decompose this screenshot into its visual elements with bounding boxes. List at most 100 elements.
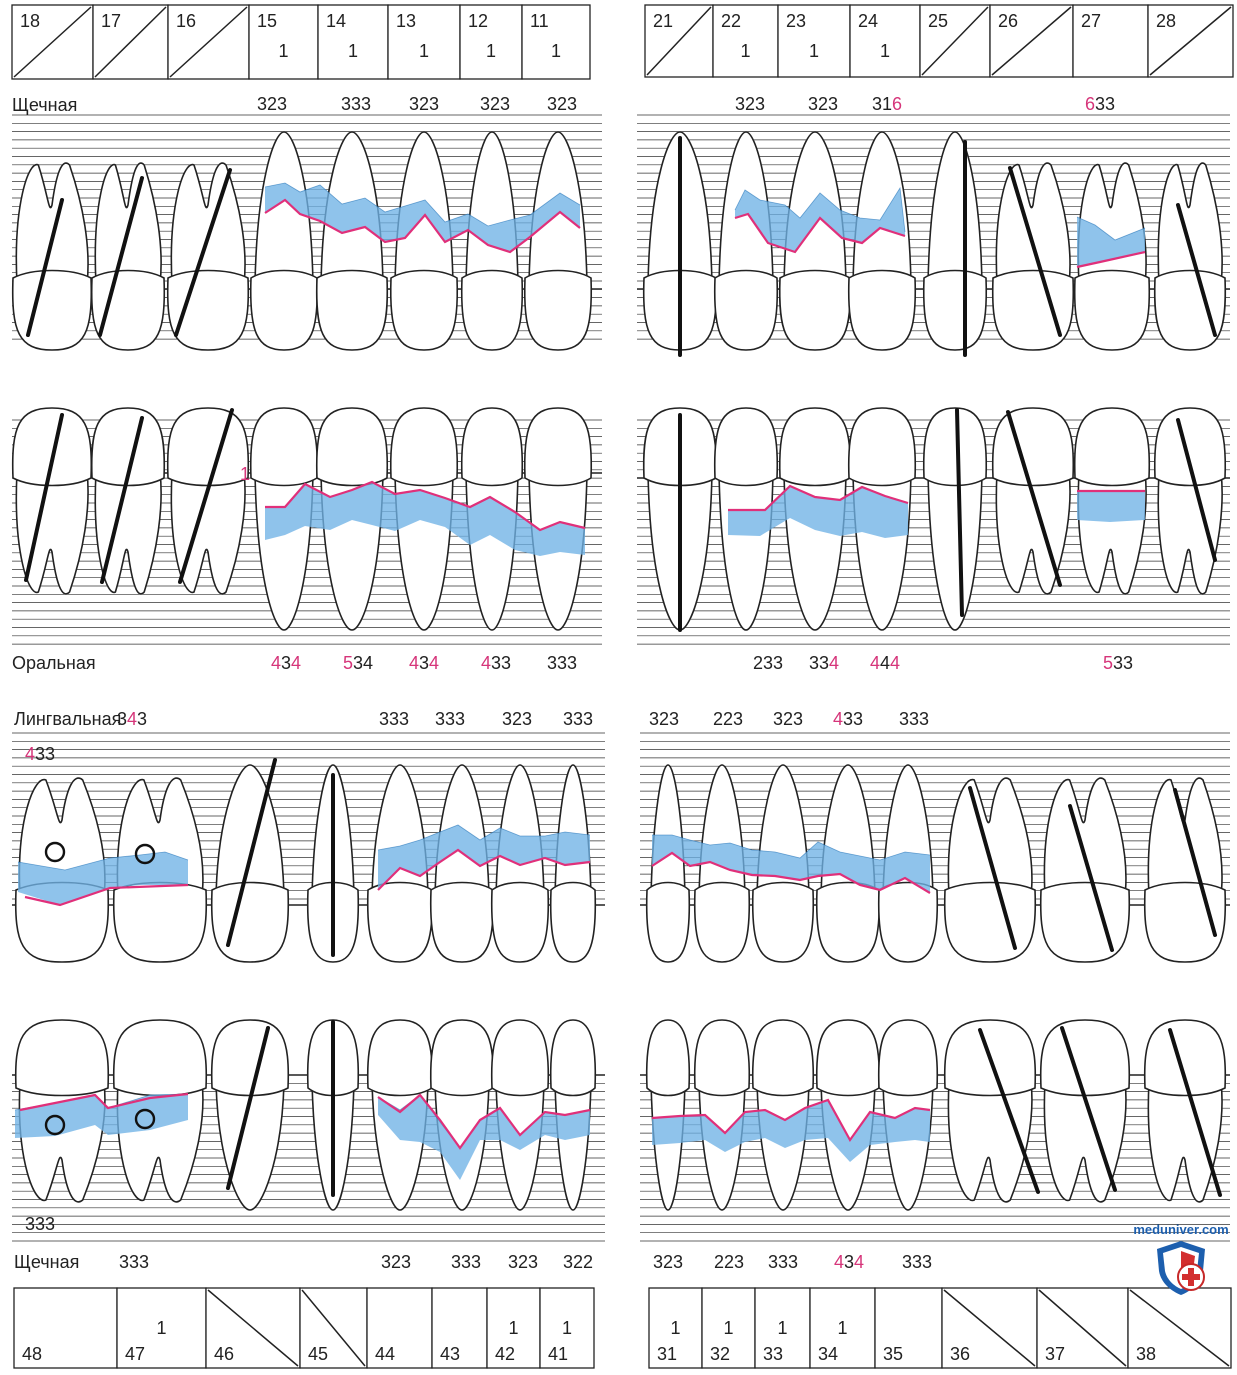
probing-depth: 333 [563,709,593,729]
zone-lb-front [378,1095,590,1180]
probing-depth-extra: 1 [240,464,250,484]
tooth-crown [523,407,593,487]
tooth-root [947,777,1033,897]
missing-tooth-line [1168,1028,1222,1197]
zone-ll-front [378,825,590,890]
depth-digit: 2 [512,709,522,729]
tooth-crown [549,1019,597,1097]
probing-depth: 343 [117,709,147,729]
probing-depth: 333 [435,709,465,729]
mobility-value: 1 [508,1318,518,1338]
tooth-box-43: 43 [431,1287,488,1369]
tooth-box-frame [648,1287,703,1369]
tooth-number: 38 [1136,1344,1156,1364]
tooth [1039,777,1131,963]
tooth-box-23: 231 [777,4,851,78]
depth-digit: 4 [291,653,301,673]
tooth-crown [210,1019,290,1097]
depth-digit: 4 [363,653,373,673]
probing-depth: 323 [480,94,510,114]
label-lingual: Лингвальная [14,709,121,729]
tooth-box-frame [13,1287,118,1369]
tooth-crown [90,269,166,351]
depth-digit: 2 [724,1252,734,1272]
tooth-crown [389,407,459,487]
zone-27-buccal [1077,217,1145,267]
depth-digit: 2 [818,94,828,114]
depth-digit: 3 [522,709,532,729]
missing-tooth-line [955,408,964,617]
tooth-number: 35 [883,1344,903,1364]
depth-digit: 3 [1113,653,1123,673]
tooth-crown [1039,881,1131,963]
depth-digit: 3 [912,1252,922,1272]
tooth-crown [490,1019,550,1097]
probing-depth: 322 [563,1252,593,1272]
tooth-crown [460,407,524,487]
zone-ll-molars [18,852,188,905]
depth-digit: 5 [1103,653,1113,673]
tooth [1153,162,1227,351]
depth-digit: 3 [563,1252,573,1272]
depth-digit: 3 [445,709,455,729]
depth-digit: 3 [819,653,829,673]
probing-depth: 323 [653,1252,683,1272]
tooth-root [215,1081,285,1211]
missing-diagonal [94,6,167,78]
missing-diagonal [921,6,989,76]
depth-digit: 3 [788,1252,798,1272]
missing-diagonal [943,1289,1036,1367]
tooth-box-32: 321 [701,1287,756,1369]
depth-digit: 3 [461,1252,471,1272]
tooth-crown [366,881,434,963]
tooth [1143,1019,1227,1203]
mobility-value: 1 [777,1318,787,1338]
tooth-number: 15 [257,11,277,31]
tooth-crown [1039,1019,1131,1097]
zone-lr [652,835,930,893]
tooth-root [1157,162,1223,285]
depth-digit: 3 [563,709,573,729]
depth-digit: 3 [389,709,399,729]
tooth [847,131,917,351]
tooth-crown [366,1019,434,1097]
tooth-crown [549,881,597,963]
tooth-root [215,764,285,897]
depth-digit: 2 [583,1252,593,1272]
tooth-box-24: 241 [849,4,921,78]
depth-digit: 4 [870,653,880,673]
tooth-box-14: 141 [317,4,389,80]
depth-digit: 3 [547,653,557,673]
tooth-number: 32 [710,1344,730,1364]
tooth-root [1147,777,1223,897]
gum-ub-left [264,198,581,254]
probing-depth-extra: 333 [25,1214,55,1234]
tooth-crown [429,881,495,963]
tooth-number: 26 [998,11,1018,31]
tooth [90,407,166,595]
probing-depth: 434 [409,653,439,673]
tooth-number: 45 [308,1344,328,1364]
tooth-root [927,471,983,631]
probing-depth: 223 [713,709,743,729]
depth-digit: 3 [353,653,363,673]
probing-depth: 433 [833,709,863,729]
probing-depth: 434 [271,653,301,673]
zone-27-buccal-bone-line [1076,216,1146,241]
tooth-number: 22 [721,11,741,31]
depth-digit: 3 [501,653,511,673]
tooth-box-47: 47 1 [116,1287,207,1369]
depth-digit: 2 [573,1252,583,1272]
tooth [210,1019,290,1211]
mobility-value: 1 [419,41,429,61]
tooth-number: 31 [657,1344,677,1364]
furcation-circle-icon [44,1114,66,1136]
probing-depth: 323 [508,1252,538,1272]
depth-digit: 3 [828,94,838,114]
depth-digit: 3 [35,744,45,764]
tooth-crown [751,1019,815,1097]
tooth-box-frame [874,1287,943,1369]
probing-depth: 233 [753,653,783,673]
zone-lbr [652,1100,930,1162]
